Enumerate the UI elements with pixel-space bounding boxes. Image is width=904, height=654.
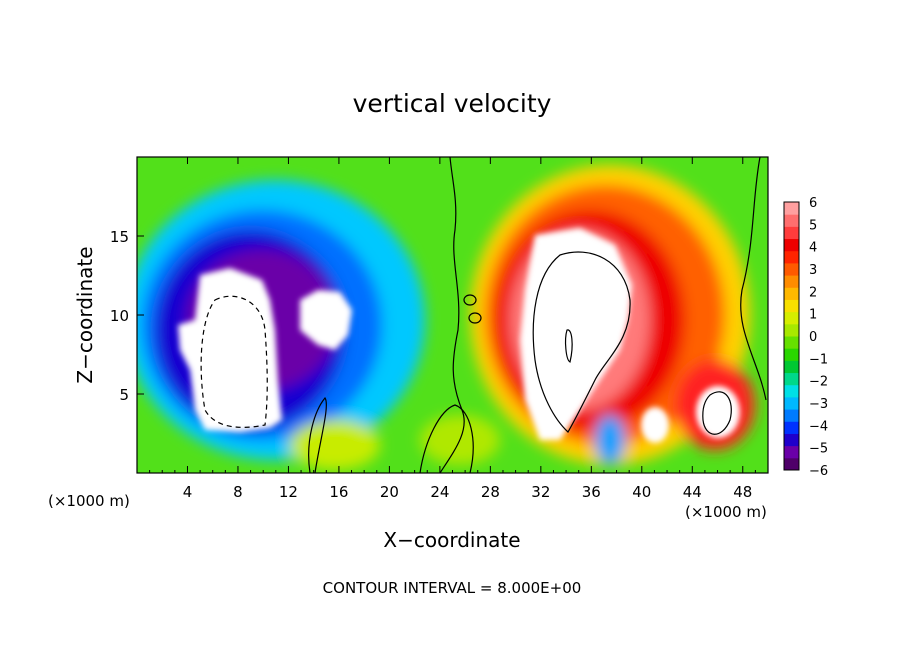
x-tick-label: 24 bbox=[430, 483, 449, 501]
colorbar-tick-label: 0 bbox=[809, 330, 817, 345]
x-unit-left: (×1000 m) bbox=[48, 492, 130, 510]
downdraft-saturation bbox=[178, 268, 282, 432]
colorbar-swatch bbox=[784, 445, 799, 459]
lowlevel-contour-2 bbox=[308, 397, 327, 473]
colorbar-tick-label: −3 bbox=[809, 397, 828, 412]
contour-lines bbox=[200, 157, 767, 473]
colorbar-swatch bbox=[784, 421, 799, 434]
colorbar: 6 5 4 3 2 1 0 −1 −2 −3 −4 −5 −6 bbox=[783, 196, 828, 479]
colorbar-swatch bbox=[784, 238, 799, 252]
x-tick-label: 40 bbox=[632, 483, 651, 501]
small-contour bbox=[463, 294, 477, 306]
y-tick-label: 5 bbox=[119, 386, 129, 404]
colorbar-tick-label: 6 bbox=[809, 196, 817, 211]
colorbar-swatch bbox=[784, 396, 799, 410]
colorbar-swatch bbox=[784, 202, 799, 215]
x-axis: 4 8 12 16 20 24 28 32 36 40 44 48 bbox=[149, 157, 756, 501]
side-contour bbox=[702, 391, 732, 435]
colorbar-tick-label: −2 bbox=[809, 375, 828, 390]
colorbar-tick-label: −6 bbox=[809, 464, 828, 479]
colorbar-tick-label: −4 bbox=[809, 419, 828, 434]
y-axis-label: Z−coordinate bbox=[73, 246, 97, 383]
lowlevel-contour bbox=[419, 404, 474, 473]
chart-title: vertical velocity bbox=[353, 89, 552, 118]
colorbar-swatch bbox=[784, 336, 799, 349]
lowlevel-green bbox=[290, 420, 380, 470]
x-tick-label: 32 bbox=[531, 483, 550, 501]
x-axis-label: X−coordinate bbox=[383, 528, 520, 552]
colorbar-tick-label: 3 bbox=[809, 263, 817, 278]
downdraft-saturation-2 bbox=[300, 290, 352, 350]
x-unit-right: (×1000 m) bbox=[685, 503, 767, 521]
contour-interval-footer: CONTOUR INTERVAL = 8.000E+00 bbox=[323, 579, 582, 597]
zero-contour-right bbox=[740, 157, 767, 401]
y-tick-label: 15 bbox=[110, 228, 129, 246]
colorbar-swatch bbox=[784, 299, 799, 313]
colorbar-swatch bbox=[784, 262, 799, 276]
colorbar-tick-label: 4 bbox=[809, 241, 817, 256]
colorbar-swatch bbox=[784, 226, 799, 240]
colorbar-swatch bbox=[784, 214, 799, 227]
x-tick-label: 8 bbox=[233, 483, 243, 501]
updraft-saturation-3 bbox=[641, 407, 669, 443]
colorbar-swatch bbox=[784, 287, 799, 300]
colorbar-swatch bbox=[784, 250, 799, 264]
colorbar-swatch bbox=[784, 433, 799, 447]
colorbar-swatch bbox=[784, 409, 799, 422]
colorbar-tick-label: 1 bbox=[809, 308, 817, 323]
colorbar-frame bbox=[783, 201, 800, 471]
colorbar-swatch bbox=[784, 372, 799, 386]
x-tick-label: 48 bbox=[733, 483, 752, 501]
downdraft-contour bbox=[200, 295, 268, 428]
colorbar-tick-label: −5 bbox=[809, 442, 828, 457]
colorbar-tick-label: 2 bbox=[809, 285, 817, 300]
x-tick-label: 36 bbox=[582, 483, 601, 501]
heatmap-field bbox=[137, 157, 768, 473]
colorbar-swatch bbox=[784, 311, 799, 325]
colorbar-swatch bbox=[784, 360, 799, 374]
small-contour-2 bbox=[468, 312, 482, 324]
y-tick-label: 10 bbox=[110, 307, 129, 325]
updraft-saturation bbox=[520, 228, 632, 440]
lowlevel-cyan bbox=[595, 415, 625, 465]
colorbar-swatch bbox=[784, 323, 799, 337]
colorbar-tick-label: −1 bbox=[809, 352, 828, 367]
colorbar-swatch bbox=[784, 384, 799, 398]
y-axis: 5 10 15 bbox=[110, 228, 144, 404]
updraft-contour-small bbox=[564, 329, 573, 363]
x-tick-label: 4 bbox=[183, 483, 193, 501]
updraft-contour bbox=[532, 251, 631, 433]
zero-contour bbox=[439, 157, 465, 473]
x-tick-label: 44 bbox=[683, 483, 702, 501]
x-tick-label: 20 bbox=[380, 483, 399, 501]
x-tick-label: 16 bbox=[329, 483, 348, 501]
colorbar-tick-label: 5 bbox=[809, 218, 817, 233]
colorbar-swatch bbox=[784, 348, 799, 361]
x-tick-label: 28 bbox=[481, 483, 500, 501]
x-tick-label: 12 bbox=[279, 483, 298, 501]
colorbar-swatch bbox=[784, 457, 799, 471]
colorbar-swatch bbox=[784, 275, 799, 288]
